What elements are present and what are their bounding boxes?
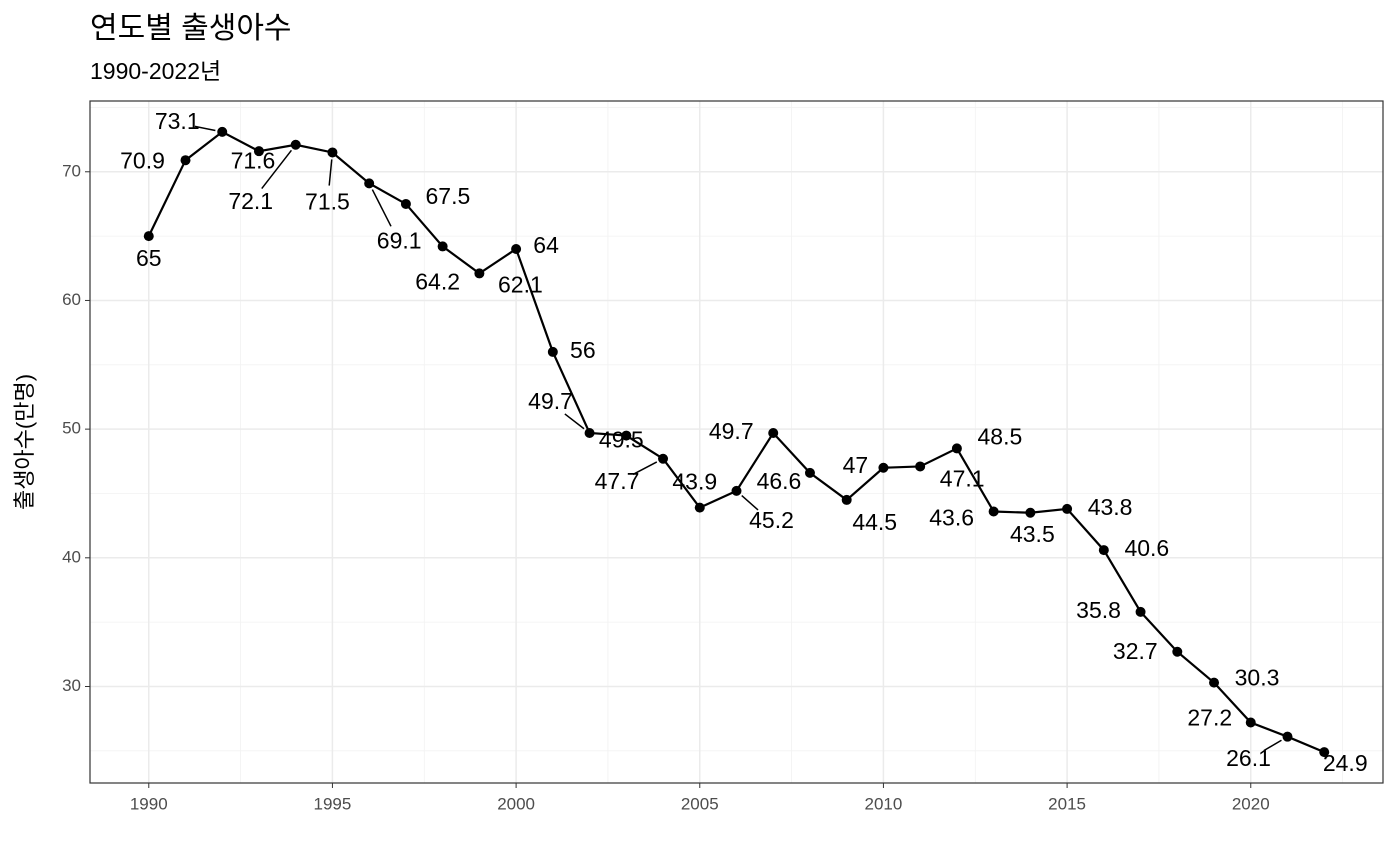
data-point xyxy=(217,126,228,137)
label-connector xyxy=(741,494,759,511)
data-label: 47 xyxy=(843,452,869,478)
data-point xyxy=(731,485,742,496)
data-point xyxy=(511,243,522,254)
data-label: 30.3 xyxy=(1235,665,1280,691)
data-point xyxy=(951,443,962,454)
data-point xyxy=(1245,717,1256,728)
data-label: 47.1 xyxy=(940,466,985,492)
panel-border xyxy=(89,100,1384,784)
x-tick-label: 2005 xyxy=(681,794,719,813)
data-label: 35.8 xyxy=(1076,597,1121,623)
x-tick-label: 1990 xyxy=(130,794,168,813)
y-tick-label: 70 xyxy=(62,161,81,180)
x-tick-label: 2020 xyxy=(1232,794,1270,813)
data-label: 49.7 xyxy=(709,418,754,444)
data-point xyxy=(1098,545,1109,556)
data-point xyxy=(1319,747,1330,758)
data-label: 46.6 xyxy=(757,468,802,494)
data-label: 43.8 xyxy=(1088,494,1133,520)
label-connector xyxy=(1263,739,1282,752)
data-label: 70.9 xyxy=(120,147,165,173)
data-label: 72.1 xyxy=(228,188,273,214)
data-point xyxy=(1135,606,1146,617)
data-point xyxy=(180,155,191,166)
data-point xyxy=(1062,503,1073,514)
data-point xyxy=(768,427,779,438)
data-label: 73.1 xyxy=(155,108,200,134)
data-point xyxy=(1209,677,1220,688)
data-label: 26.1 xyxy=(1226,745,1271,771)
data-point xyxy=(1025,507,1036,518)
x-tick-label: 2010 xyxy=(865,794,903,813)
data-label: 64 xyxy=(533,232,559,258)
data-label: 49.5 xyxy=(599,427,644,453)
label-connector xyxy=(261,149,293,189)
data-point xyxy=(474,268,485,279)
data-point xyxy=(327,147,338,158)
y-tick-label: 60 xyxy=(62,290,81,309)
data-label: 40.6 xyxy=(1124,535,1169,561)
data-label: 67.5 xyxy=(426,183,471,209)
data-label: 69.1 xyxy=(377,227,422,253)
data-point xyxy=(400,198,411,209)
data-point xyxy=(290,139,301,150)
y-tick-label: 40 xyxy=(62,547,81,566)
label-connector xyxy=(632,461,658,476)
data-point xyxy=(437,241,448,252)
data-point xyxy=(878,462,889,473)
data-label: 43.6 xyxy=(929,505,974,531)
data-label: 71.5 xyxy=(305,189,350,215)
data-point xyxy=(621,430,632,441)
data-label: 62.1 xyxy=(498,272,543,298)
data-point xyxy=(658,453,669,464)
data-point xyxy=(1172,646,1183,657)
label-connector xyxy=(194,125,216,132)
y-tick-label: 30 xyxy=(62,676,81,695)
data-point xyxy=(988,506,999,517)
data-label: 43.9 xyxy=(672,469,717,495)
chart-subtitle: 1990-2022년 xyxy=(90,58,221,84)
y-tick-label: 50 xyxy=(62,419,81,438)
label-connector xyxy=(371,189,392,227)
chart-title: 연도별 출생아수 xyxy=(90,12,292,45)
data-point xyxy=(804,467,815,478)
data-label: 49.7 xyxy=(528,388,573,414)
data-point xyxy=(143,231,154,242)
data-label: 43.5 xyxy=(1010,521,1055,547)
data-label: 71.6 xyxy=(231,147,276,173)
data-label: 45.2 xyxy=(749,507,794,533)
data-label: 27.2 xyxy=(1187,705,1232,731)
data-point xyxy=(915,461,926,472)
y-axis-label: 출생아수(만명) xyxy=(12,374,37,510)
data-point xyxy=(584,427,595,438)
data-label: 44.5 xyxy=(852,509,897,535)
data-label: 32.7 xyxy=(1113,638,1158,664)
x-tick-label: 1995 xyxy=(314,794,352,813)
data-point xyxy=(694,502,705,513)
label-connector xyxy=(564,413,585,430)
data-point xyxy=(253,146,264,157)
data-point xyxy=(364,178,375,189)
data-label: 56 xyxy=(570,337,596,363)
data-label: 24.9 xyxy=(1323,750,1368,776)
x-tick-label: 2000 xyxy=(497,794,535,813)
data-point xyxy=(841,494,852,505)
data-point xyxy=(1282,731,1293,742)
data-label: 65 xyxy=(136,245,162,271)
data-point xyxy=(547,346,558,357)
data-label: 64.2 xyxy=(415,268,460,294)
label-connector xyxy=(328,159,333,186)
x-tick-label: 2015 xyxy=(1048,794,1086,813)
data-label: 47.7 xyxy=(595,468,640,494)
data-label: 48.5 xyxy=(978,424,1023,450)
